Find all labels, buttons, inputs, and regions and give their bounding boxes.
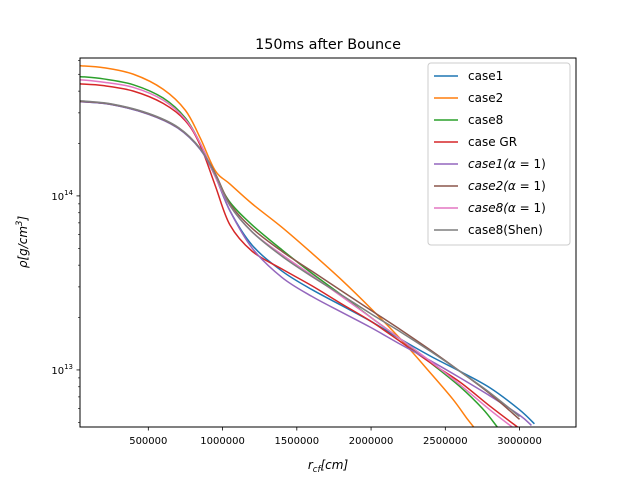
series-line-2 (80, 64, 475, 427)
chart-title: 150ms after Bounce (255, 37, 401, 53)
legend-label: case8 (468, 113, 503, 127)
series-line-8 (80, 100, 521, 418)
y-axis: 1013 1014 (51, 60, 80, 423)
x-tick-label: 500000 (129, 436, 167, 447)
series-line-4 (80, 83, 519, 427)
legend-box (427, 62, 571, 246)
legend-label: case1(α = 1) (468, 157, 546, 171)
legend-label: case8(Shen) (468, 223, 543, 237)
legend: case1 case2 case8 case GR case1(α = 1) case2(… (427, 62, 571, 246)
legend-label: case GR (468, 135, 517, 149)
legend-label: case1 (468, 69, 503, 83)
x-tick-label: 1500000 (275, 436, 320, 447)
x-axis-label: rcf[cm] (308, 458, 349, 475)
x-tick-label: 2000000 (349, 436, 394, 447)
series-layer (80, 64, 535, 427)
legend-label: case2(α = 1) (468, 179, 546, 193)
legend-label: case2 (468, 91, 503, 105)
y-tick-label: 1014 (51, 189, 73, 203)
legend-label: case8(α = 1) (468, 201, 546, 215)
x-tick-label: 1000000 (200, 436, 245, 447)
plot-frame (79, 57, 577, 428)
x-tick-label: 3000000 (497, 436, 542, 447)
y-axis-label: ρ[g/cm3] (15, 216, 30, 269)
y-tick-label: 1013 (51, 363, 73, 377)
x-tick-label: 2500000 (423, 436, 468, 447)
x-axis: 500000 1000000 1500000 2000000 2500000 300000… (129, 427, 542, 447)
